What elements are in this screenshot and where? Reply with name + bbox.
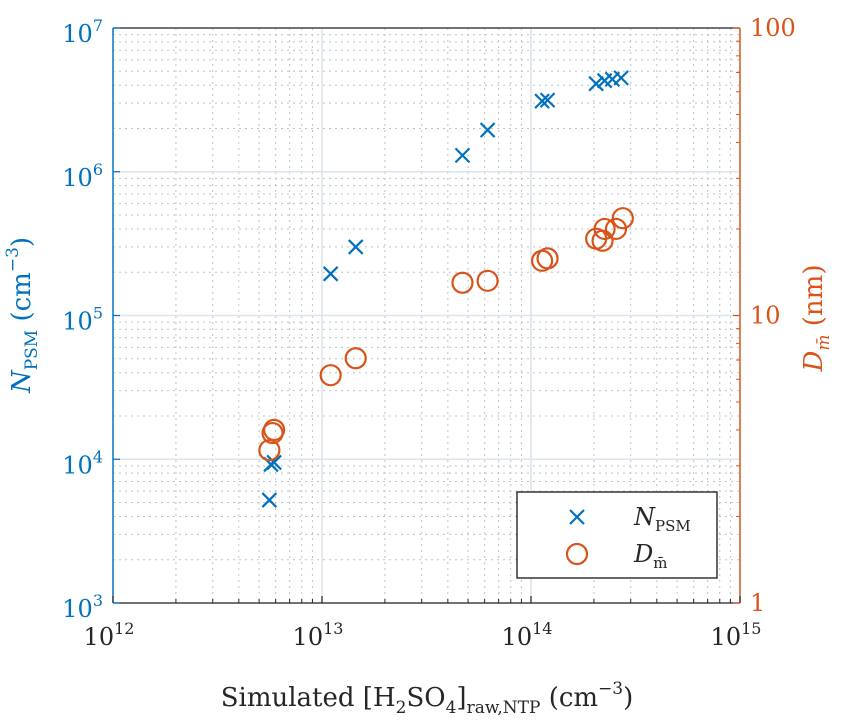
x-tick-label: 1015 (711, 619, 762, 651)
d-m-point (344, 347, 367, 370)
left-y-tick-label: 105 (62, 304, 103, 336)
x-tick-label: 1013 (293, 619, 344, 651)
right-y-tick-label: 1 (750, 589, 765, 617)
npsm-point (266, 454, 282, 471)
x-tick-label: 1012 (84, 619, 135, 651)
left-y-tick-label: 103 (62, 591, 103, 623)
npsm-point (347, 239, 364, 255)
d-m-point (536, 247, 559, 270)
d-m-point (476, 269, 499, 292)
npsm-point (613, 70, 629, 86)
left-y-tick-label: 107 (62, 16, 103, 48)
x-axis-title: Simulated [H2SO4]raw,NTP (cm−3) (221, 679, 634, 718)
x-tick-label: 1014 (502, 619, 553, 651)
legend-entry-label: NPSM (633, 503, 691, 535)
npsm-point (539, 92, 556, 108)
d-m-point (258, 439, 281, 462)
data-marks (258, 70, 634, 508)
d-m-point (263, 418, 286, 442)
right-y-axis-title: Dm̄ (nm) (799, 265, 834, 373)
right-y-tick-label: 100 (750, 14, 796, 42)
d-m-point (604, 217, 628, 241)
left-y-tick-label: 104 (62, 447, 103, 479)
d-m-point (319, 364, 342, 387)
d-m-point (593, 217, 616, 241)
d-m-point (611, 207, 634, 230)
legend: NPSM Dm̄ (516, 491, 718, 579)
npsm-point (454, 147, 471, 164)
left-y-axis-title: NPSM (cm−3) (3, 237, 42, 394)
npsm-point (479, 122, 496, 138)
axis-labels: 1012 1013 1014 1015 103 104 105 106 107 1 10 100 Sim… (3, 14, 834, 718)
npsm-point (588, 75, 604, 92)
right-y-tick-label: 10 (750, 302, 781, 330)
legend-entry-label: Dm̄ (633, 540, 667, 572)
left-y-tick-label: 106 (62, 160, 103, 192)
npsm-point (534, 93, 550, 109)
npsm-point (322, 266, 339, 282)
legend-box (516, 491, 718, 579)
axes (112, 27, 741, 604)
d-m-point (451, 271, 474, 294)
legend-d-m-marker (565, 542, 589, 566)
d-m-point (591, 229, 614, 252)
npsm-point (261, 492, 278, 508)
legend-npsm-marker (569, 509, 585, 525)
